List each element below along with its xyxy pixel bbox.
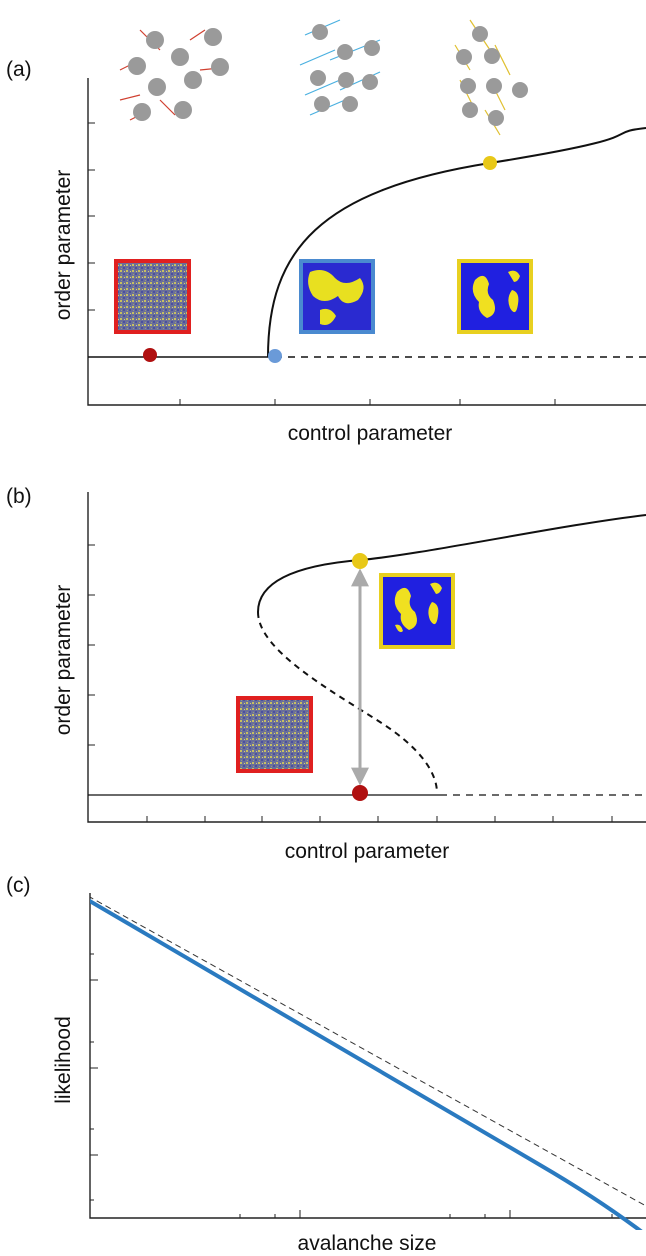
y-axis-label: order parameter — [52, 170, 75, 321]
state-dot — [268, 349, 282, 363]
inset-disordered — [114, 259, 191, 334]
y-axis-label: likelihood — [52, 1016, 75, 1104]
state-dot — [483, 156, 497, 170]
particles — [119, 19, 528, 136]
axes — [87, 492, 646, 823]
panel-a: (a) — [6, 19, 646, 445]
inset-ordered — [457, 259, 533, 334]
x-axis-label: avalanche size — [298, 1232, 437, 1255]
power-law-fit — [90, 896, 646, 1207]
ticks — [90, 953, 613, 1218]
ordered-branch — [257, 514, 646, 613]
state-dot — [143, 348, 157, 362]
inset-critical — [299, 259, 375, 334]
axes — [89, 893, 646, 1219]
x-axis-label: control parameter — [288, 422, 453, 445]
inset-ordered — [379, 573, 455, 649]
x-axis-label: control parameter — [285, 840, 450, 863]
inset-disordered — [236, 696, 313, 773]
panel-label: (a) — [6, 58, 32, 81]
distribution-curve — [90, 898, 643, 1230]
state-dot — [352, 785, 368, 801]
axes — [87, 78, 646, 406]
panel-label: (c) — [6, 874, 31, 897]
y-axis-label: order parameter — [52, 585, 75, 736]
state-dot — [352, 553, 368, 569]
panel-b: (b) control parameter order parameter — [6, 485, 646, 863]
ticks — [88, 544, 613, 822]
panel-c: (c) avalanche size likelihood — [6, 874, 646, 1255]
panel-label: (b) — [6, 485, 32, 508]
